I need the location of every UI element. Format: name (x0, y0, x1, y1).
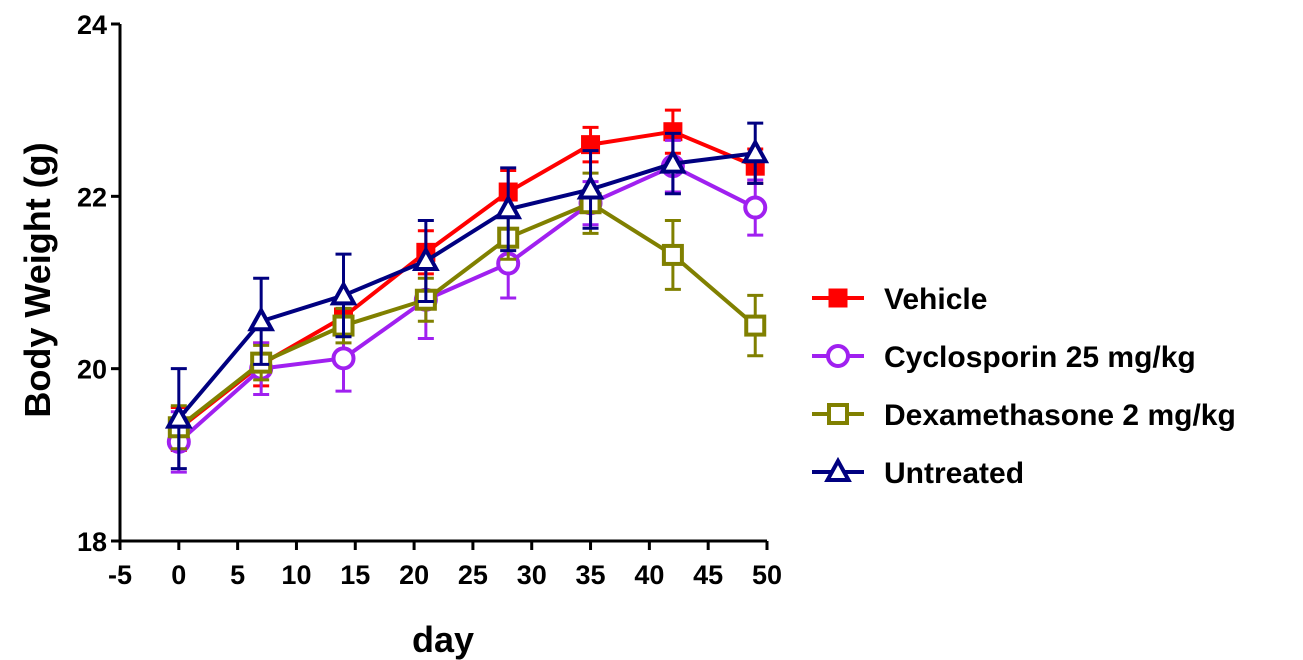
series-line (177, 201, 757, 429)
x-tick-label: 35 (576, 560, 606, 590)
y-tick-label: 20 (77, 355, 107, 385)
y-tick-label: 22 (77, 182, 107, 212)
series-dexamethasone-2-mg-kg (167, 171, 767, 451)
x-tick-label: 20 (399, 560, 429, 590)
x-tick-label: 15 (340, 560, 370, 590)
legend-entry: Cyclosporin 25 mg/kg (812, 341, 1196, 374)
data-point (827, 403, 849, 425)
series-line (177, 151, 756, 420)
y-tick-label: 18 (77, 527, 107, 557)
data-point (576, 174, 605, 200)
x-axis-title: day (412, 619, 474, 660)
data-point (494, 194, 523, 220)
data-point (411, 245, 440, 271)
legend-label: Untreated (884, 457, 1024, 490)
data-point (741, 138, 770, 164)
data-point (329, 280, 358, 306)
x-tick-label: 10 (281, 560, 311, 590)
data-point (164, 403, 193, 429)
x-tick-label: 40 (634, 560, 664, 590)
y-tick-label: 24 (77, 10, 107, 40)
data-point (744, 314, 767, 337)
data-point (824, 456, 852, 482)
x-tick-label: 25 (458, 560, 488, 590)
x-tick-label: 0 (171, 560, 186, 590)
axes: -5 0 5 10 15 20 25 30 35 40 45 50 18 20 22 24 (77, 10, 782, 590)
x-tick-label: 30 (517, 560, 547, 590)
series-line (177, 164, 757, 444)
series-cyclosporin-25-mg-kg (166, 138, 768, 474)
x-tick-label: 5 (230, 560, 245, 590)
series-untreated (164, 121, 770, 471)
x-tick-label: 50 (752, 560, 782, 590)
legend-label: Vehicle (884, 283, 987, 316)
x-tick-label: 45 (693, 560, 723, 590)
data-point (743, 195, 768, 220)
data-point (331, 346, 356, 371)
x-tick-label: -5 (108, 560, 132, 590)
legend-entry: Untreated (812, 456, 1024, 490)
legend-entry: Vehicle (812, 283, 987, 316)
legend: Vehicle Cyclosporin 25 mg/kg Dexamethasone… (812, 283, 1236, 490)
legend-label: Dexamethasone 2 mg/kg (884, 399, 1236, 432)
legend-entry: Dexamethasone 2 mg/kg (812, 399, 1236, 432)
legend-label: Cyclosporin 25 mg/kg (884, 341, 1196, 374)
data-point (826, 344, 850, 368)
series-layer (164, 108, 770, 474)
data-point (247, 306, 276, 332)
data-point (828, 288, 848, 308)
y-axis-title: Body Weight (g) (17, 142, 58, 417)
data-point (661, 243, 684, 266)
data-point (659, 148, 687, 174)
